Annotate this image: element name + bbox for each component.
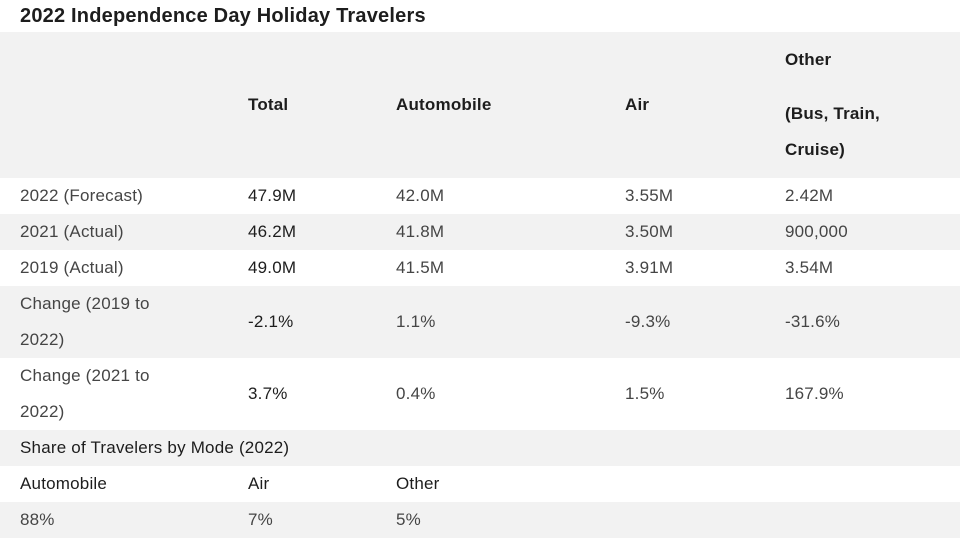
row-label: 2021 (Actual) — [20, 222, 124, 241]
row-label: Change (2019 to 2022) — [20, 294, 150, 349]
empty-cell — [625, 502, 785, 538]
table-row-change-2019-2022: Change (2019 to 2022) -2.1% 1.1% -9.3% -… — [0, 286, 960, 358]
cell-total: 3.7% — [248, 384, 288, 403]
cell-total: -2.1% — [248, 312, 294, 331]
cell-automobile: 41.5M — [396, 258, 445, 277]
row-label: 2022 (Forecast) — [20, 186, 143, 205]
row-label: 2019 (Actual) — [20, 258, 124, 277]
other-header-main-label: Other — [785, 50, 832, 69]
mode-header-air: Air — [248, 474, 270, 493]
table-row-change-2021-2022: Change (2021 to 2022) 3.7% 0.4% 1.5% 167… — [0, 358, 960, 430]
cell-other: 167.9% — [785, 384, 844, 403]
cell-automobile: 42.0M — [396, 186, 445, 205]
mode-value-air: 7% — [248, 510, 273, 529]
col-header-total: Total — [248, 95, 289, 114]
mode-value-other: 5% — [396, 510, 421, 529]
share-section-title: Share of Travelers by Mode (2022) — [20, 438, 290, 457]
empty-cell — [625, 466, 785, 502]
page-title: 2022 Independence Day Holiday Travelers — [20, 4, 426, 27]
mode-value-automobile: 88% — [20, 510, 55, 529]
col-header-automobile: Automobile — [396, 95, 492, 114]
cell-total: 46.2M — [248, 222, 297, 241]
cell-other: 2.42M — [785, 186, 834, 205]
empty-cell — [785, 466, 960, 502]
col-header-empty — [0, 32, 248, 178]
cell-air: 1.5% — [625, 384, 665, 403]
cell-air: 3.91M — [625, 258, 674, 277]
header-row: Total Automobile Air Other (Bus, Train, … — [0, 32, 960, 178]
cell-other: 900,000 — [785, 222, 848, 241]
cell-total: 49.0M — [248, 258, 297, 277]
empty-cell — [785, 502, 960, 538]
table-row-2022-forecast: 2022 (Forecast) 47.9M 42.0M 3.55M 2.42M — [0, 178, 960, 214]
cell-air: 3.55M — [625, 186, 674, 205]
travelers-table: Total Automobile Air Other (Bus, Train, … — [0, 32, 960, 538]
mode-header-row: Automobile Air Other — [0, 466, 960, 502]
row-label: Change (2021 to 2022) — [20, 366, 150, 421]
mode-header-automobile: Automobile — [20, 474, 108, 493]
cell-air: -9.3% — [625, 312, 671, 331]
cell-total: 47.9M — [248, 186, 297, 205]
mode-values-row: 88% 7% 5% — [0, 502, 960, 538]
table-row-2021-actual: 2021 (Actual) 46.2M 41.8M 3.50M 900,000 — [0, 214, 960, 250]
col-header-other: Other (Bus, Train, Cruise) — [785, 32, 960, 178]
cell-other: -31.6% — [785, 312, 841, 331]
cell-air: 3.50M — [625, 222, 674, 241]
cell-other: 3.54M — [785, 258, 834, 277]
cell-automobile: 41.8M — [396, 222, 445, 241]
col-header-air: Air — [625, 95, 650, 114]
cell-automobile: 1.1% — [396, 312, 436, 331]
section-header-row: Share of Travelers by Mode (2022) — [0, 430, 960, 466]
mode-header-other: Other — [396, 474, 440, 493]
other-header-sub-label: (Bus, Train, Cruise) — [785, 104, 880, 159]
cell-automobile: 0.4% — [396, 384, 436, 403]
table-row-2019-actual: 2019 (Actual) 49.0M 41.5M 3.91M 3.54M — [0, 250, 960, 286]
